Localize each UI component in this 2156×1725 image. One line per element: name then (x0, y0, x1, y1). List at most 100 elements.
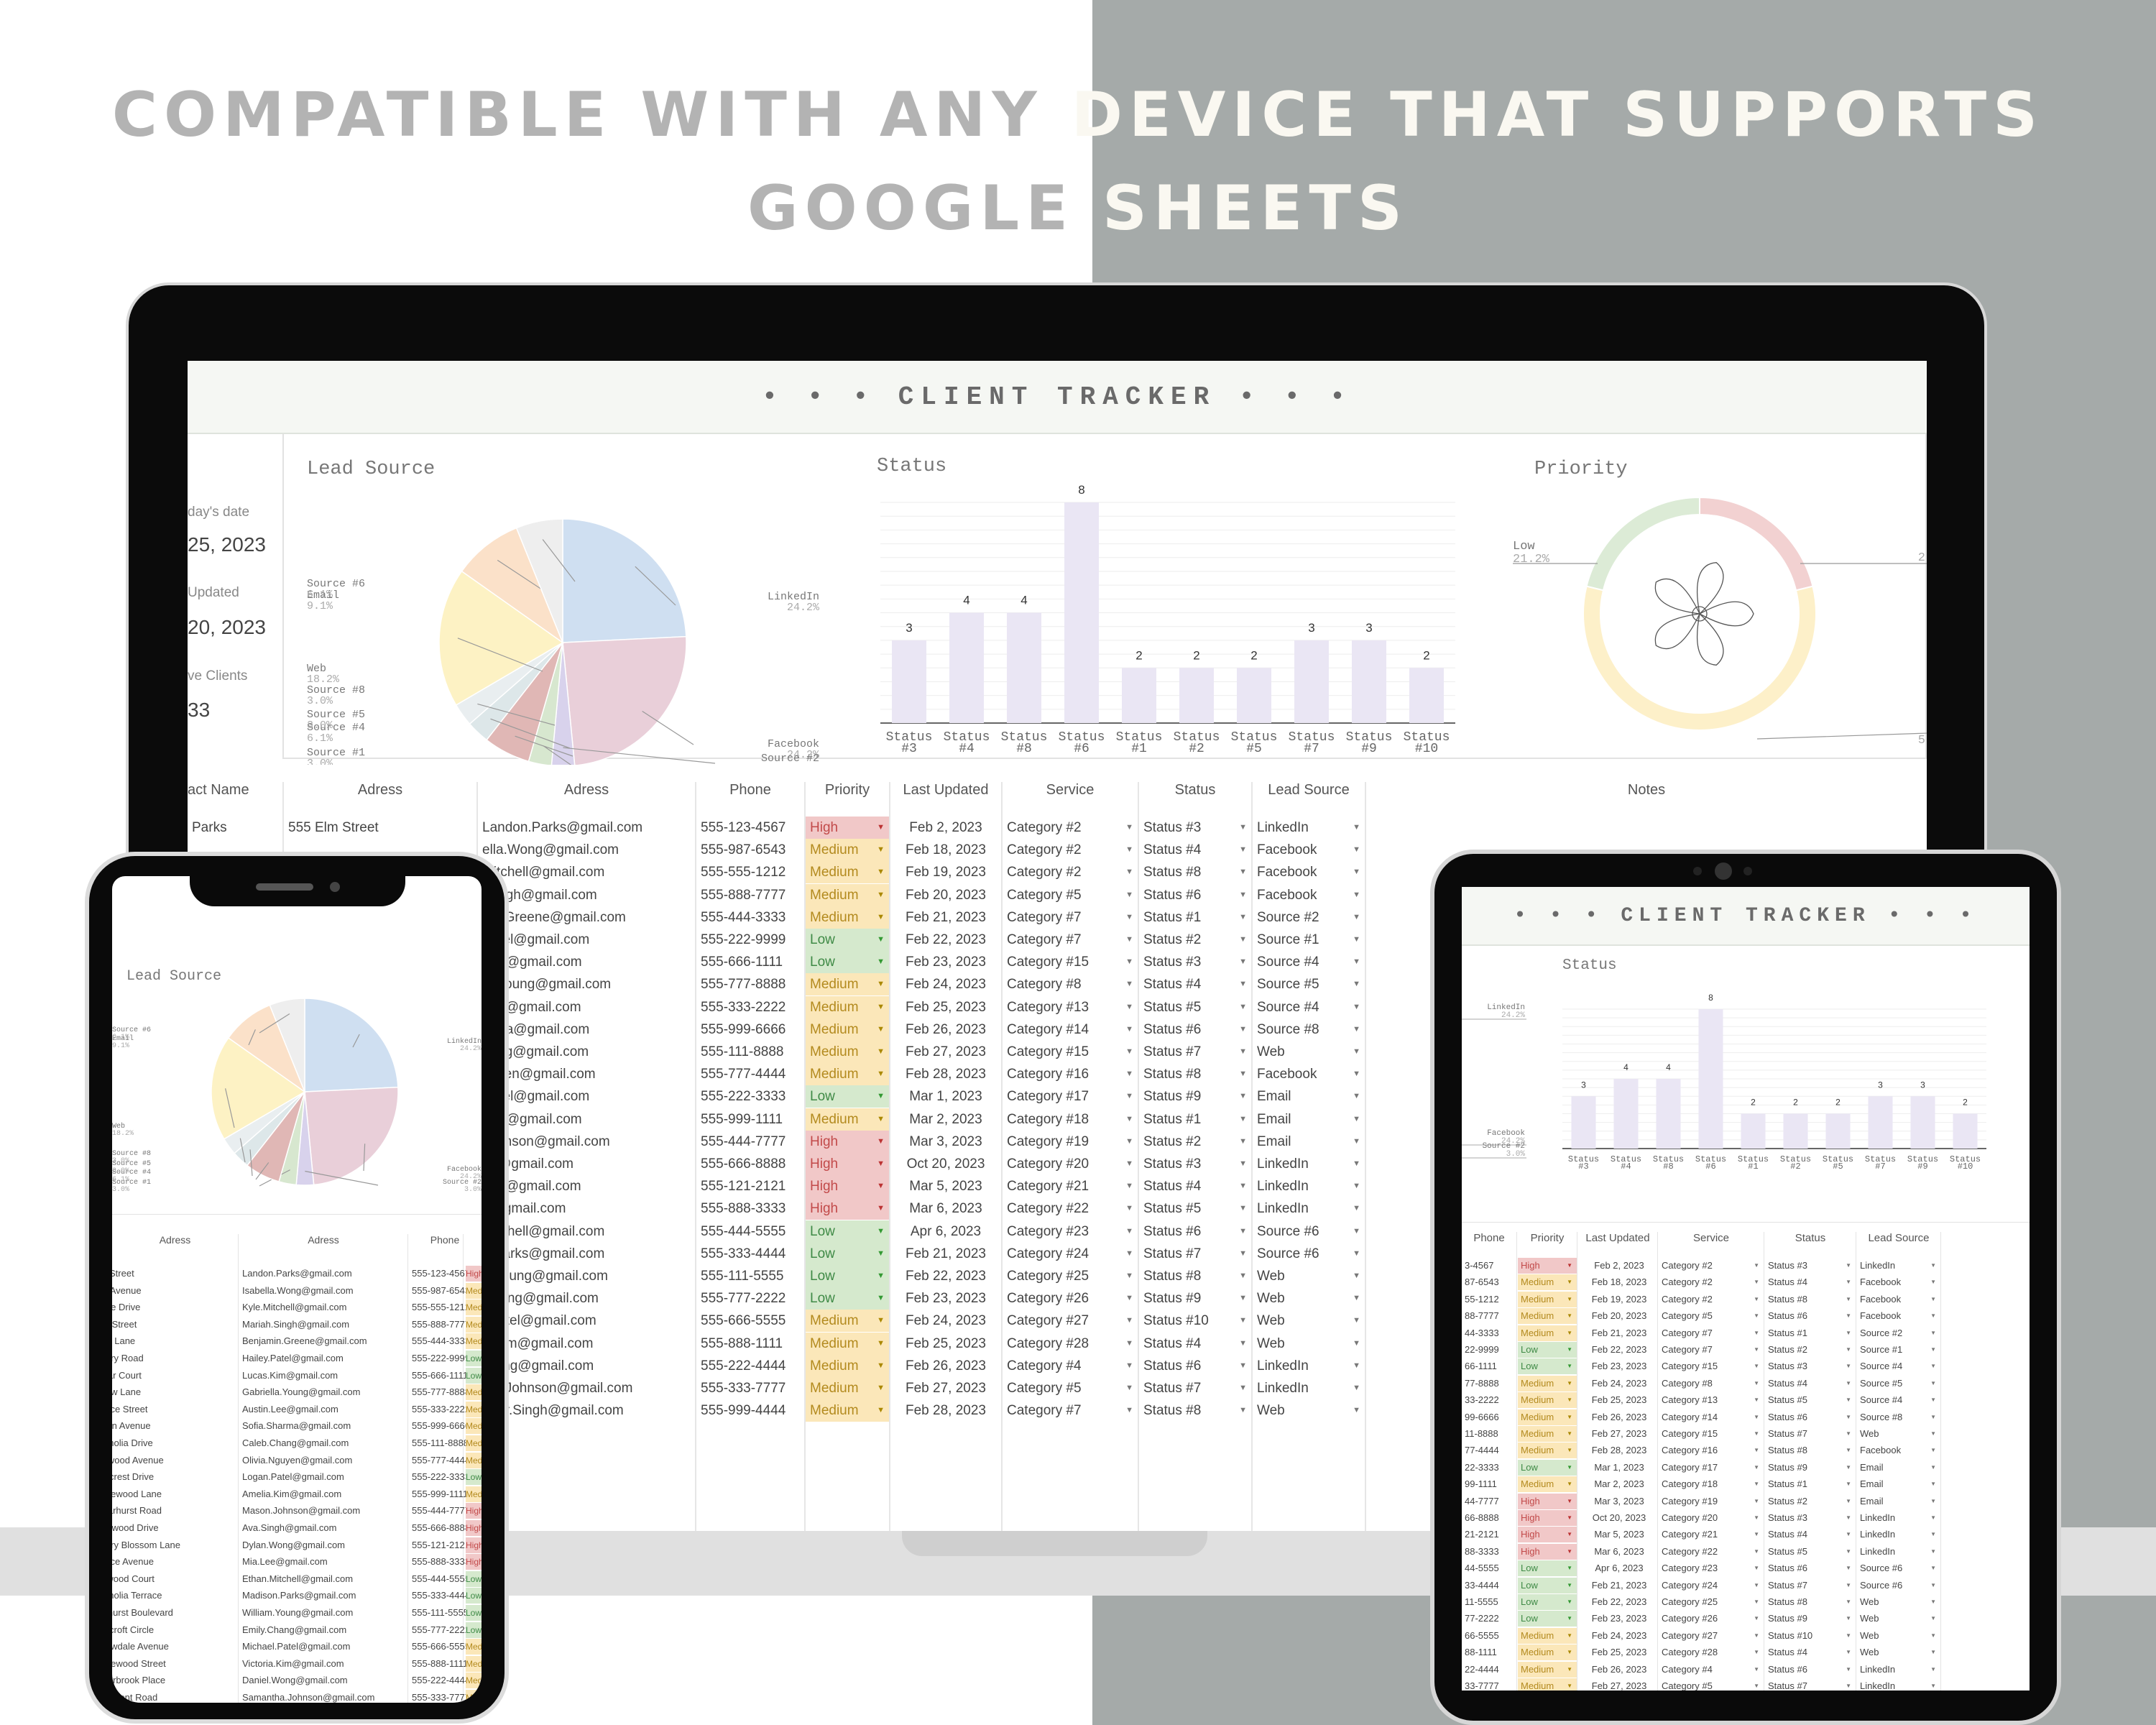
tablet-cell[interactable]: 66-8888 (1462, 1510, 1516, 1526)
priority-dropdown[interactable]: Medium ▼ (806, 1332, 889, 1355)
priority-dropdown[interactable]: Medium ▼ (806, 1310, 889, 1333)
cell-phone[interactable]: 555-444-5555 (696, 1220, 804, 1243)
cell-updated[interactable]: Feb 2, 2023 (890, 816, 1001, 839)
phone-cell[interactable]: 555-333-7777 (412, 1692, 470, 1703)
service-dropdown[interactable]: Category #27 ▼ (1003, 1310, 1138, 1332)
cell-phone[interactable]: 555-999-6666 (696, 1018, 804, 1041)
phone-column-header-2[interactable]: Phone (430, 1234, 460, 1246)
phone-cell[interactable]: 555-222-4444 (412, 1675, 470, 1686)
phone-cell[interactable]: Caleb.Chang@gmail.com (242, 1438, 349, 1448)
phone-cell[interactable]: Benjamin.Greene@gmail.com (242, 1335, 367, 1347)
tablet-dropdown-cell[interactable]: Category #14 ▼ (1659, 1409, 1764, 1425)
column-header-adress-2[interactable]: Adress (563, 782, 609, 798)
phone-cell[interactable]: Oakhurst Boulevard (112, 1607, 173, 1618)
tablet-dropdown-cell[interactable]: Status #8 ▼ (1765, 1292, 1856, 1307)
cell-email[interactable]: .Singh@gmail.com (478, 884, 695, 906)
tablet-dropdown-cell[interactable]: Medium ▼ (1518, 1678, 1577, 1690)
column-header-notes-9[interactable]: Notes (1627, 782, 1666, 798)
tablet-dropdown-cell[interactable]: Category #7 ▼ (1659, 1325, 1764, 1341)
tablet-cell[interactable]: Mar 5, 2023 (1578, 1527, 1657, 1542)
status-dropdown[interactable]: Status #5 ▼ (1139, 1197, 1251, 1220)
tablet-dropdown-cell[interactable]: Email ▼ (1857, 1494, 1940, 1509)
tablet-dropdown-cell[interactable]: LinkedIn ▼ (1857, 1527, 1940, 1542)
phone-cell[interactable]: 555-999-6666 (412, 1420, 470, 1432)
tablet-dropdown-cell[interactable]: Low ▼ (1518, 1594, 1577, 1610)
cell-phone[interactable]: 555-666-5555 (696, 1310, 804, 1332)
tablet-dropdown-cell[interactable]: Low ▼ (1518, 1577, 1577, 1593)
tablet-dropdown-cell[interactable]: Category #5 ▼ (1659, 1308, 1764, 1324)
cell-name[interactable]: Parks (188, 816, 282, 839)
cell-updated[interactable]: Feb 22, 2023 (890, 929, 1001, 951)
priority-dropdown[interactable]: Low ▼ (806, 951, 889, 974)
priority-dropdown[interactable]: High ▼ (806, 1197, 889, 1220)
cell-updated[interactable]: Feb 21, 2023 (890, 1243, 1001, 1265)
tablet-dropdown-cell[interactable]: LinkedIn ▼ (1857, 1258, 1940, 1274)
tablet-dropdown-cell[interactable]: Web ▼ (1857, 1594, 1940, 1610)
cell-email[interactable]: Kim@gmail.com (478, 951, 695, 973)
service-dropdown[interactable]: Category #21 ▼ (1003, 1175, 1138, 1197)
cell-email[interactable]: n.Young@gmail.com (478, 1265, 695, 1287)
phone-cell[interactable]: Elmwood Court (112, 1573, 155, 1584)
cell-email[interactable]: hang@gmail.com (478, 1041, 695, 1063)
tablet-cell[interactable]: 66-5555 (1462, 1628, 1516, 1644)
phone-cell[interactable]: Kyle.Mitchell@gmail.com (242, 1302, 347, 1313)
cell-email[interactable]: l.Patel@gmail.com (478, 1310, 695, 1332)
source-dropdown[interactable]: Source #5 ▼ (1253, 973, 1365, 995)
phone-cell[interactable]: 555-111-5555 (412, 1607, 469, 1618)
cell-phone[interactable]: 555-555-1212 (696, 861, 804, 883)
cell-email[interactable]: Landon.Parks@gmail.com (478, 816, 695, 839)
phone-cell[interactable]: 555-444-5555 (412, 1573, 470, 1584)
cell-phone[interactable]: 555-333-2222 (696, 996, 804, 1018)
tablet-dropdown-cell[interactable]: Web ▼ (1857, 1426, 1940, 1442)
tablet-dropdown-cell[interactable]: Facebook ▼ (1857, 1292, 1940, 1307)
status-dropdown[interactable]: Status #5 ▼ (1139, 996, 1251, 1018)
tablet-dropdown-cell[interactable]: Medium ▼ (1518, 1325, 1577, 1341)
phone-cell[interactable]: William.Young@gmail.com (242, 1607, 354, 1618)
column-header-phone-3[interactable]: Phone (729, 782, 771, 798)
cell-email[interactable]: a.Kim@gmail.com (478, 1333, 695, 1355)
service-dropdown[interactable]: Category #15 ▼ (1003, 951, 1138, 973)
tablet-dropdown-cell[interactable]: Source #5 ▼ (1857, 1376, 1940, 1392)
phone-priority-dropdown[interactable]: High (466, 1503, 482, 1519)
tablet-cell[interactable]: Feb 21, 2023 (1578, 1325, 1657, 1341)
phone-priority-dropdown[interactable]: Medium (466, 1316, 482, 1333)
cell-updated[interactable]: Feb 20, 2023 (890, 884, 1001, 906)
priority-dropdown[interactable]: Medium ▼ (806, 1018, 889, 1041)
status-dropdown[interactable]: Status #10 ▼ (1139, 1310, 1251, 1332)
cell-updated[interactable]: Mar 5, 2023 (890, 1175, 1001, 1197)
phone-priority-dropdown[interactable]: Medium (466, 1300, 482, 1316)
tablet-dropdown-cell[interactable]: Medium ▼ (1518, 1392, 1577, 1409)
source-dropdown[interactable]: LinkedIn ▼ (1253, 1355, 1365, 1377)
tablet-cell[interactable]: Feb 19, 2023 (1578, 1292, 1657, 1307)
tablet-cell[interactable]: Feb 25, 2023 (1578, 1392, 1657, 1408)
phone-cell[interactable]: Samantha.Johnson@gmail.com (242, 1692, 375, 1703)
priority-dropdown[interactable]: Low ▼ (806, 1085, 889, 1108)
tablet-cell[interactable]: 88-7777 (1462, 1308, 1516, 1324)
service-dropdown[interactable]: Category #14 ▼ (1003, 1018, 1138, 1041)
cell-phone[interactable]: 555-444-3333 (696, 906, 804, 929)
tablet-dropdown-cell[interactable]: Status #6 ▼ (1765, 1308, 1856, 1324)
tablet-cell[interactable]: Mar 3, 2023 (1578, 1494, 1657, 1509)
phone-priority-dropdown[interactable]: Medium (466, 1401, 482, 1417)
tablet-cell[interactable]: 11-5555 (1462, 1594, 1516, 1610)
tablet-dropdown-cell[interactable]: Category #26 ▼ (1659, 1611, 1764, 1627)
cell-phone[interactable]: 555-123-4567 (696, 816, 804, 839)
cell-phone[interactable]: 555-111-8888 (696, 1041, 804, 1063)
cell-updated[interactable]: Feb 23, 2023 (890, 1287, 1001, 1310)
service-dropdown[interactable]: Category #19 ▼ (1003, 1131, 1138, 1153)
phone-cell[interactable]: Amelia.Kim@gmail.com (242, 1488, 342, 1499)
source-dropdown[interactable]: Facebook ▼ (1253, 839, 1365, 861)
priority-dropdown[interactable]: Medium ▼ (806, 861, 889, 884)
column-header-status-7[interactable]: Status (1174, 782, 1216, 798)
phone-cell[interactable]: Logan.Patel@gmail.com (242, 1471, 344, 1483)
priority-dropdown[interactable]: Medium ▼ (806, 1108, 889, 1131)
tablet-dropdown-cell[interactable]: Category #7 ▼ (1659, 1342, 1764, 1358)
service-dropdown[interactable]: Category #5 ▼ (1003, 884, 1138, 906)
service-dropdown[interactable]: Category #26 ▼ (1003, 1287, 1138, 1310)
column-header-priority-4[interactable]: Priority (824, 782, 870, 798)
phone-cell[interactable]: 555-777-8888 (412, 1386, 470, 1398)
cell-phone[interactable]: 555-222-4444 (696, 1355, 804, 1377)
tablet-dropdown-cell[interactable]: Low ▼ (1518, 1358, 1577, 1375)
tablet-dropdown-cell[interactable]: Category #8 ▼ (1659, 1376, 1764, 1392)
cell-email[interactable]: Lee@gmail.com (478, 996, 695, 1018)
